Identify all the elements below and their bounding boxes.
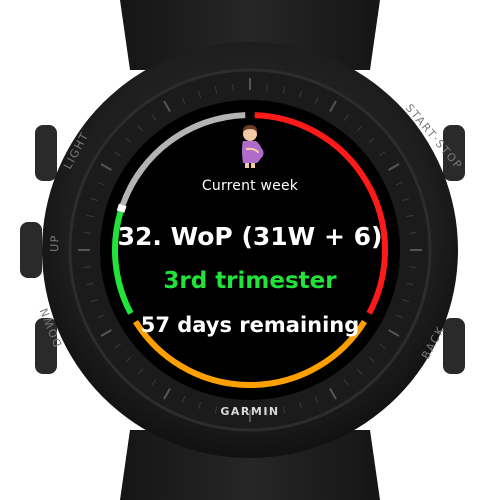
bezel-tick [329,388,337,400]
down-button[interactable] [35,318,57,374]
brand-logo: GARMIN [220,405,279,418]
bezel-tick [388,163,400,171]
bezel-tick [137,125,144,132]
bezel-tick [163,388,171,400]
bezel-tick [388,329,400,337]
bezel-tick [314,97,319,105]
bezel-tick [343,114,349,121]
bezel-tick [232,83,234,91]
up-label: UP [48,234,62,252]
bezel-tick [395,181,403,186]
watch-display[interactable] [100,100,400,400]
back-button[interactable] [443,318,465,374]
bezel-tick [329,100,337,112]
bezel-tick [406,214,414,218]
bezel-tick [266,83,268,91]
progress-arc-second-trimester [132,319,368,388]
bezel-tick [232,409,234,417]
bezel-tick [395,314,403,319]
bezel-tick [402,197,409,202]
bezel-tick [314,395,319,403]
bezel-ticks [78,78,422,422]
progress-arc-third-trimester [112,210,134,315]
bezel-tick [379,343,386,349]
bezel-tick [83,232,91,234]
bezel-tick [214,406,218,414]
pregnant-woman-icon [242,125,264,168]
bezel-tick [86,214,94,218]
bezel-tick [181,395,186,403]
bezel-tick [197,91,202,98]
bezel-tick [97,314,105,319]
bezel-tick [343,379,349,386]
bezel-tick [114,343,121,349]
bezel-tick [86,282,94,286]
days-remaining-label: 57 days remaining [140,313,360,337]
bezel-tick [368,137,375,144]
bezel-tick [298,91,303,98]
bezel-tick [125,137,132,144]
bezel-tick [83,266,91,268]
bezel-tick [151,379,157,386]
bezel-tick [91,298,98,303]
progress-arc-remaining [119,112,246,206]
bezel-tick [214,86,218,94]
progress-current-marker [116,203,127,213]
bezel-tick [402,298,409,303]
progress-arc-first-trimester [254,112,389,315]
bezel-tick [266,409,268,417]
bezel-tick [163,100,171,112]
bezel-tick [409,266,417,268]
bezel-tick [151,114,157,121]
bezel-tick [356,125,363,132]
start-stop-button[interactable] [443,125,465,181]
up-button[interactable] [20,222,42,278]
bezel-tick [379,151,386,157]
bezel-tick [406,282,414,286]
bezel-tick [356,368,363,375]
bezel-tick [100,329,112,337]
current-week-label: Current week [201,178,299,194]
bezel-tick [409,232,417,234]
bezel-tick [114,151,121,157]
bezel-tick [197,402,202,409]
trimester-label: 3rd trimester [163,268,337,294]
bezel-tick [282,406,286,414]
week-of-pregnancy-value: 32. WoP (31W + 6) [117,222,383,251]
bezel-tick [298,402,303,409]
bezel-tick [100,163,112,171]
bezel-tick [181,97,186,105]
bezel-tick [137,368,144,375]
bezel-tick [125,356,132,363]
bezel-tick [282,86,286,94]
light-button[interactable] [35,125,57,181]
bezel-tick [97,181,105,186]
bezel-tick [91,197,98,202]
bezel-tick [368,356,375,363]
